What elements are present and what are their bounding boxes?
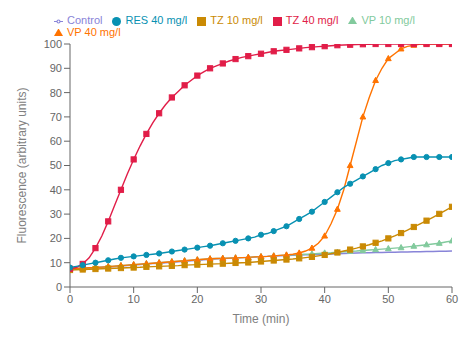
html-text:RES 40 mg/l: RES 40 mg/l: [125, 14, 188, 26]
svg-text:0: 0: [67, 293, 73, 305]
svg-text:20: 20: [50, 232, 62, 244]
svg-text:100: 100: [44, 38, 62, 50]
html-text:Control: Control: [67, 14, 103, 26]
svg-text:60: 60: [446, 293, 458, 305]
svg-text:10: 10: [50, 257, 62, 269]
svg-text:10: 10: [128, 293, 140, 305]
svg-text:60: 60: [50, 135, 62, 147]
svg-text:70: 70: [50, 111, 62, 123]
svg-text:30: 30: [50, 208, 62, 220]
html-text:TZ 10 mg/l: TZ 10 mg/l: [210, 14, 263, 26]
svg-text:Time (min): Time (min): [233, 312, 290, 326]
svg-text:80: 80: [50, 87, 62, 99]
svg-text:90: 90: [50, 62, 62, 74]
svg-text:0: 0: [56, 281, 62, 293]
svg-text:20: 20: [191, 293, 203, 305]
html-text:TZ 40 mg/l: TZ 40 mg/l: [285, 14, 339, 26]
html-text:VP 10 mg/l: VP 10 mg/l: [361, 14, 415, 26]
svg-text:Fluorescence (arbitrary units): Fluorescence (arbitrary units): [15, 87, 29, 243]
svg-text:50: 50: [382, 293, 394, 305]
svg-text:40: 40: [319, 293, 331, 305]
svg-text:30: 30: [255, 293, 267, 305]
svg-text:50: 50: [50, 159, 62, 171]
svg-text:40: 40: [50, 184, 62, 196]
html-text:VP 40 mg/l: VP 40 mg/l: [67, 26, 121, 38]
